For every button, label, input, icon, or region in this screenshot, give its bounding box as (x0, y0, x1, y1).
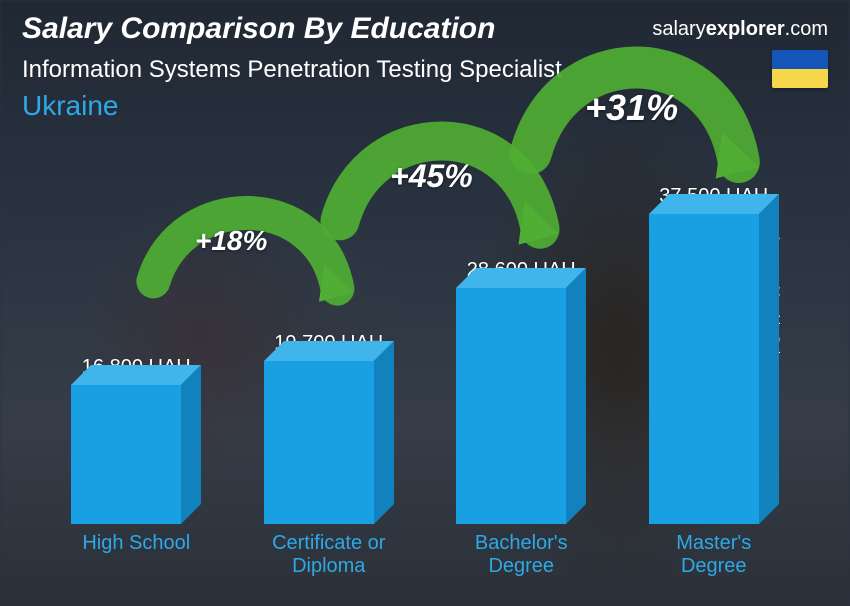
page-title: Salary Comparison By Education (22, 12, 495, 46)
brand-part-2: explorer (706, 18, 785, 40)
bar-top-face (649, 194, 779, 214)
bar-front-face (264, 361, 374, 524)
increment-pct-label: +31% (585, 87, 678, 129)
bar-top-face (456, 268, 586, 288)
bar-side-face (181, 365, 201, 524)
bar-front-face (71, 385, 181, 524)
bar-side-face (374, 341, 394, 524)
bar-chart: 16,800 UAHHigh School19,700 UAHCertifica… (50, 148, 800, 578)
bar-3d (71, 385, 201, 524)
brand-part-3: .com (785, 18, 828, 40)
infographic-container: Salary Comparison By Education salaryexp… (0, 0, 850, 606)
category-label: Bachelor'sDegree (475, 532, 568, 578)
bar-3d (456, 288, 586, 524)
header-row: Salary Comparison By Education salaryexp… (22, 12, 828, 46)
flag-top-stripe (772, 50, 828, 69)
category-label: Master'sDegree (676, 532, 751, 578)
bar-front-face (649, 214, 759, 524)
flag-icon (772, 50, 828, 88)
subtitle: Information Systems Penetration Testing … (22, 56, 562, 84)
category-label: Certificate orDiploma (272, 532, 385, 578)
bar-front-face (456, 288, 566, 524)
bar-group: 28,600 UAHBachelor'sDegree (435, 259, 608, 578)
brand-logo: salaryexplorer.com (652, 18, 828, 41)
bar-3d (264, 361, 394, 524)
bar-group: 16,800 UAHHigh School (50, 356, 223, 578)
bar-3d (649, 214, 779, 524)
bar-top-face (71, 365, 201, 385)
bar-side-face (566, 268, 586, 524)
bar-top-face (264, 341, 394, 361)
bar-side-face (759, 194, 779, 524)
bar-group: 19,700 UAHCertificate orDiploma (243, 332, 416, 578)
brand-part-1: salary (652, 18, 705, 40)
flag-bottom-stripe (772, 69, 828, 88)
country-label: Ukraine (22, 90, 118, 122)
bar-group: 37,500 UAHMaster'sDegree (628, 185, 801, 578)
category-label: High School (82, 532, 190, 578)
